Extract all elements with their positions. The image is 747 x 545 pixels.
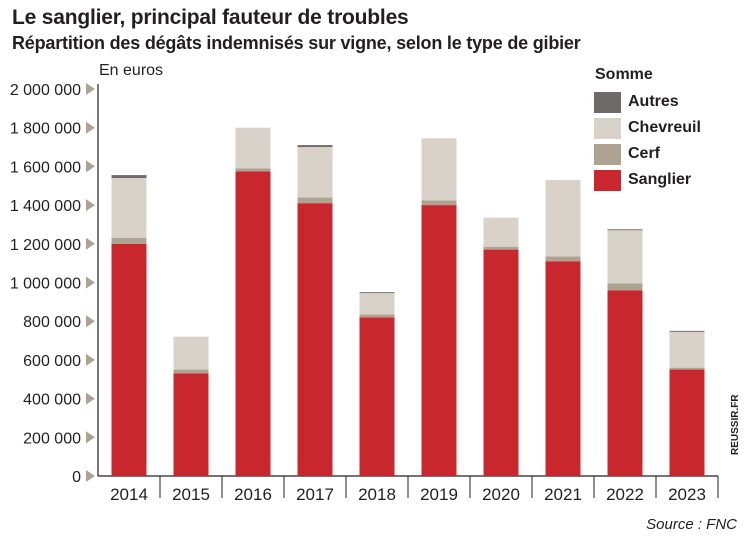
legend-item-cerf: Cerf: [594, 141, 701, 167]
x-tick-label: 2016: [234, 485, 272, 504]
y-tick-marker-icon: [86, 160, 95, 173]
x-tick-label: 2015: [172, 485, 210, 504]
bar-segment-cerf-2016: [235, 168, 271, 172]
bar-segment-cerf-2023: [669, 367, 705, 370]
y-tick-marker-icon: [86, 83, 95, 95]
y-tick-marker-icon: [86, 237, 95, 250]
legend-swatch-sanglier: [594, 169, 621, 191]
bar-segment-sanglier-2022: [607, 290, 643, 476]
bar-segment-sanglier-2014: [111, 243, 147, 476]
bar-segment-autres-2014: [111, 175, 147, 179]
y-tick-marker-icon: [86, 199, 95, 212]
y-tick-marker-icon: [86, 353, 95, 366]
x-tick-label: 2023: [668, 485, 706, 504]
y-tick-label: 1 000 000: [10, 276, 81, 293]
y-tick-marker-icon: [86, 315, 95, 328]
y-tick-label: 600 000: [23, 353, 81, 370]
bar-segment-cerf-2019: [421, 200, 457, 206]
legend-item-chevreuil: Chevreuil: [594, 115, 701, 141]
y-tick-label: 200 000: [23, 430, 81, 447]
bar-segment-chevreuil-2014: [111, 178, 147, 238]
bar-segment-cerf-2018: [359, 314, 395, 318]
bar-segment-sanglier-2016: [235, 171, 271, 477]
bar-segment-chevreuil-2023: [669, 331, 705, 368]
legend-label-sanglier: Sanglier: [628, 171, 692, 188]
legend-label-cerf: Cerf: [628, 145, 661, 162]
bar-segment-chevreuil-2018: [359, 293, 395, 315]
x-tick-label: 2017: [296, 485, 334, 504]
x-tick-label: 2020: [482, 485, 520, 504]
bar-segment-autres-2018: [359, 292, 395, 294]
y-tick-label: 1 400 000: [10, 198, 81, 215]
bar-segment-autres-2023: [669, 330, 705, 332]
legend-label-chevreuil: Chevreuil: [628, 119, 701, 136]
legend-title: Somme: [595, 66, 653, 83]
x-tick-label: 2014: [110, 485, 148, 504]
legend-swatch-chevreuil: [594, 117, 621, 139]
bar-segment-sanglier-2020: [483, 249, 519, 476]
bar-segment-chevreuil-2016: [235, 127, 271, 169]
bar-segment-chevreuil-2022: [607, 230, 643, 284]
bar-segment-cerf-2021: [545, 256, 581, 262]
y-tick-label: 1 800 000: [10, 121, 81, 138]
legend-swatch-cerf: [594, 143, 621, 165]
x-tick-label: 2021: [544, 485, 582, 504]
y-tick-marker-icon: [86, 431, 95, 444]
y-tick-marker-icon: [86, 392, 95, 405]
bar-segment-chevreuil-2020: [483, 217, 519, 247]
x-tick-label: 2022: [606, 485, 644, 504]
bar-segment-cerf-2014: [111, 237, 147, 244]
y-tick-marker-icon: [86, 470, 95, 482]
bar-segment-chevreuil-2021: [545, 179, 581, 257]
bar-segment-chevreuil-2015: [173, 336, 209, 370]
bar-segment-sanglier-2018: [359, 317, 395, 476]
bar-segment-sanglier-2021: [545, 261, 581, 476]
y-tick-marker-icon: [86, 121, 95, 134]
bar-segment-sanglier-2019: [421, 205, 457, 476]
x-tick-label: 2018: [358, 485, 396, 504]
y-tick-label: 400 000: [23, 392, 81, 409]
legend: Autres Chevreuil Cerf Sanglier: [594, 89, 701, 193]
y-tick-label: 2 000 000: [10, 82, 81, 99]
bar-segment-sanglier-2015: [173, 373, 209, 476]
bar-segment-cerf-2022: [607, 283, 643, 291]
legend-swatch-autres: [594, 91, 621, 113]
y-tick-label: 1 600 000: [10, 159, 81, 176]
legend-item-sanglier: Sanglier: [594, 167, 701, 193]
legend-label-autres: Autres: [628, 93, 679, 110]
y-tick-label: 0: [72, 469, 81, 486]
chart-subtitle: Répartition des dégâts indemnisés sur vi…: [12, 33, 581, 53]
legend-item-autres: Autres: [594, 89, 701, 115]
bar-segment-sanglier-2023: [669, 369, 705, 476]
bar-segment-cerf-2015: [173, 369, 209, 374]
bar-segment-cerf-2020: [483, 246, 519, 250]
y-tick-label: 1 200 000: [10, 237, 81, 254]
source-note: Source : FNC: [646, 516, 737, 533]
bar-segment-autres-2022: [607, 229, 643, 231]
chart-title: Le sanglier, principal fauteur de troubl…: [12, 6, 409, 29]
bar-segment-autres-2017: [297, 145, 333, 148]
x-tick-label: 2019: [420, 485, 458, 504]
bar-segment-chevreuil-2019: [421, 138, 457, 201]
y-tick-label: 800 000: [23, 314, 81, 331]
y-tick-marker-icon: [86, 276, 95, 289]
y-axis-unit-label: En euros: [99, 62, 164, 79]
credit-watermark: REUSSIR.FR: [730, 394, 741, 455]
bar-segment-chevreuil-2017: [297, 147, 333, 198]
bar-segment-cerf-2017: [297, 197, 333, 204]
bar-segment-sanglier-2017: [297, 203, 333, 477]
